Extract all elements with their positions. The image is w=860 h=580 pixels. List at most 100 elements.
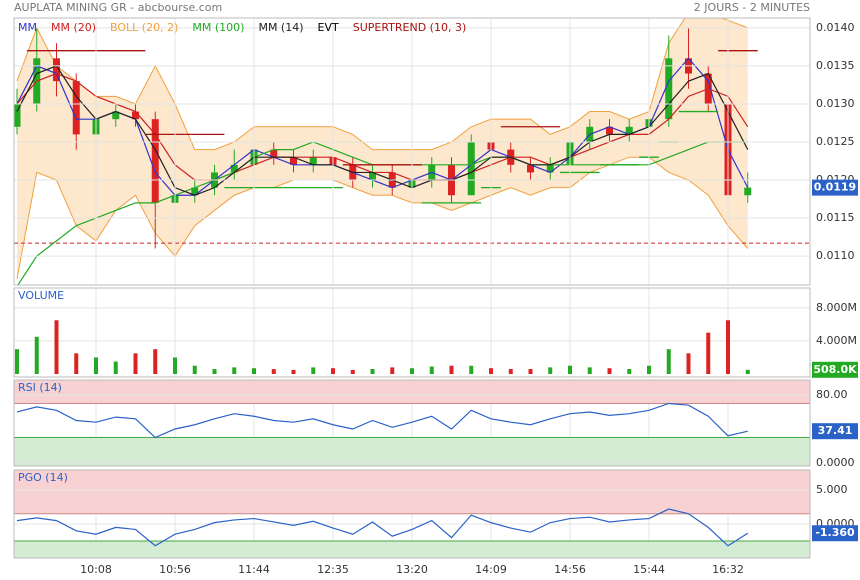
y-tick-label: 0.0110	[816, 249, 855, 262]
x-tick-label: 14:09	[475, 563, 507, 576]
oversold-zone	[14, 540, 810, 558]
y-tick-label: 4.000M	[816, 334, 857, 347]
legend-entry: MM	[18, 21, 37, 34]
candle-body	[309, 157, 317, 165]
volume-bar	[508, 369, 513, 374]
candle-body	[72, 81, 80, 135]
candle-body	[744, 187, 752, 196]
candle-body	[112, 111, 120, 120]
volume-bar	[489, 368, 493, 374]
boll-band	[17, 18, 748, 279]
volume-bar	[686, 353, 691, 374]
candle-body	[230, 164, 238, 173]
panel-title: RSI (14)	[18, 381, 62, 394]
overbought-zone	[14, 380, 810, 404]
candle-body	[606, 126, 613, 135]
volume-bar	[745, 369, 750, 374]
volume-bar	[252, 368, 256, 374]
volume-bar	[706, 332, 711, 374]
oscillator-line	[16, 508, 749, 547]
volume-bar	[726, 320, 730, 374]
last-value-box	[812, 179, 858, 196]
volume-bar	[666, 349, 671, 374]
ma-line	[16, 57, 749, 196]
candle-body	[191, 187, 199, 196]
x-tick-label: 10:08	[80, 563, 112, 576]
y-tick-label: 0.0130	[816, 97, 855, 110]
volume-bar	[548, 367, 553, 374]
candle-body	[546, 164, 554, 173]
last-value-label: 508.0K	[813, 363, 857, 376]
volume-bar	[390, 367, 395, 374]
page-title: AUPLATA MINING GR - abcbourse.com	[14, 1, 222, 14]
volume-bar	[232, 367, 237, 374]
x-tick-label: 14:56	[554, 563, 586, 576]
x-tick-label: 10:56	[159, 563, 191, 576]
volume-bar	[528, 369, 533, 374]
candle-body	[665, 58, 673, 120]
candle-body	[369, 172, 376, 181]
volume-bar	[15, 349, 19, 374]
x-tick-label: 16:32	[712, 563, 744, 576]
last-value-label: -1.360	[815, 526, 855, 539]
x-tick-label: 11:44	[238, 563, 270, 576]
candle-body	[270, 149, 278, 158]
legend-entry: MM (14)	[258, 21, 303, 34]
volume-bar	[469, 365, 474, 374]
volume-bar	[370, 369, 375, 374]
y-tick-label: 8.000M	[816, 301, 857, 314]
volume-bar	[271, 369, 276, 374]
y-tick-label: 80.00	[816, 388, 848, 401]
volume-bar	[153, 349, 158, 374]
volume-bar	[647, 365, 651, 374]
volume-bar	[449, 365, 454, 374]
ma-line	[16, 65, 749, 196]
panel-frame	[13, 469, 811, 559]
volume-bar	[192, 365, 197, 374]
volume-bar	[568, 365, 572, 374]
volume-bar	[34, 336, 39, 374]
volume-bar	[311, 367, 316, 374]
last-value-box	[812, 525, 858, 542]
volume-bar	[429, 366, 434, 374]
volume-bar	[113, 361, 118, 374]
legend-entry: SUPERTREND (10, 3)	[353, 21, 467, 34]
volume-bar	[74, 353, 79, 374]
legend-entry: BOLL (20, 2)	[110, 21, 178, 34]
volume-bar	[94, 357, 98, 374]
panel-frame	[13, 287, 811, 378]
panel-frame	[13, 379, 811, 467]
candle-body	[151, 119, 159, 203]
candle-body	[132, 111, 139, 120]
volume-bar	[133, 353, 138, 374]
last-value-box	[812, 361, 858, 378]
y-tick-label: 0.0125	[816, 135, 855, 148]
x-tick-label: 13:20	[396, 563, 428, 576]
panel-title: PGO (14)	[18, 471, 68, 484]
oscillator-line	[16, 402, 748, 439]
candle-body	[467, 141, 475, 196]
y-tick-label: 0.0000	[816, 456, 855, 469]
timeframe: 2 JOURS - 2 MINUTES	[694, 1, 810, 14]
legend-entry: MM (100)	[192, 21, 244, 34]
boll-upper	[16, 18, 748, 151]
candle-body	[527, 164, 534, 173]
y-tick-label: 0.0140	[816, 21, 855, 34]
volume-bar	[410, 368, 414, 374]
last-value-box	[812, 423, 858, 440]
panel	[14, 18, 810, 285]
volume-bar	[350, 369, 355, 374]
volume-bar	[54, 320, 59, 374]
candle-body	[14, 103, 21, 127]
volume-bar	[607, 368, 612, 374]
y-tick-label: 0.0135	[816, 59, 855, 72]
volume-bar	[331, 368, 335, 374]
panel-title: VOLUME	[18, 289, 64, 302]
legend-entry: EVT	[318, 21, 339, 34]
volume-bar	[627, 369, 632, 374]
oversold-zone	[14, 437, 810, 466]
y-tick-label: 0.0115	[816, 211, 855, 224]
last-value-label: 37.41	[818, 424, 853, 437]
volume-bar	[587, 367, 592, 374]
